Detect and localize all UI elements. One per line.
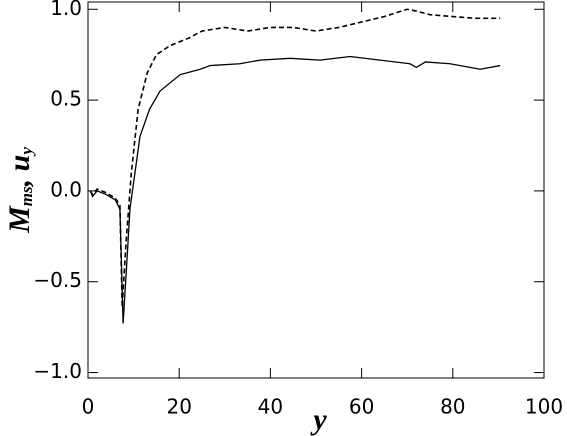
y-label-part: , — [3, 171, 36, 187]
y-tick-label: 0.5 — [50, 87, 82, 111]
y-tick-label: 0.0 — [50, 177, 82, 201]
x-axis-label: y — [310, 403, 327, 436]
x-tick-label: 100 — [525, 395, 563, 419]
y-label-sub: ms — [17, 186, 36, 206]
y-tick-label: −0.5 — [33, 268, 82, 292]
x-tick-label: 40 — [258, 395, 283, 419]
series-line — [89, 55, 501, 324]
series-line — [89, 8, 501, 308]
x-tick-label: 60 — [349, 395, 374, 419]
x-tick-label: 20 — [166, 395, 191, 419]
x-tick-label: 80 — [440, 395, 465, 419]
plot-frame — [87, 1, 545, 379]
y-label-sub: y — [17, 147, 36, 157]
y-axis-label: Mms, uy — [3, 147, 36, 234]
y-tick-label: −1.0 — [33, 359, 82, 383]
y-label-part: u — [3, 155, 36, 172]
y-label-part: M — [3, 205, 36, 234]
x-tick-label: 0 — [82, 395, 95, 419]
y-tick-label: 1.0 — [50, 0, 82, 20]
